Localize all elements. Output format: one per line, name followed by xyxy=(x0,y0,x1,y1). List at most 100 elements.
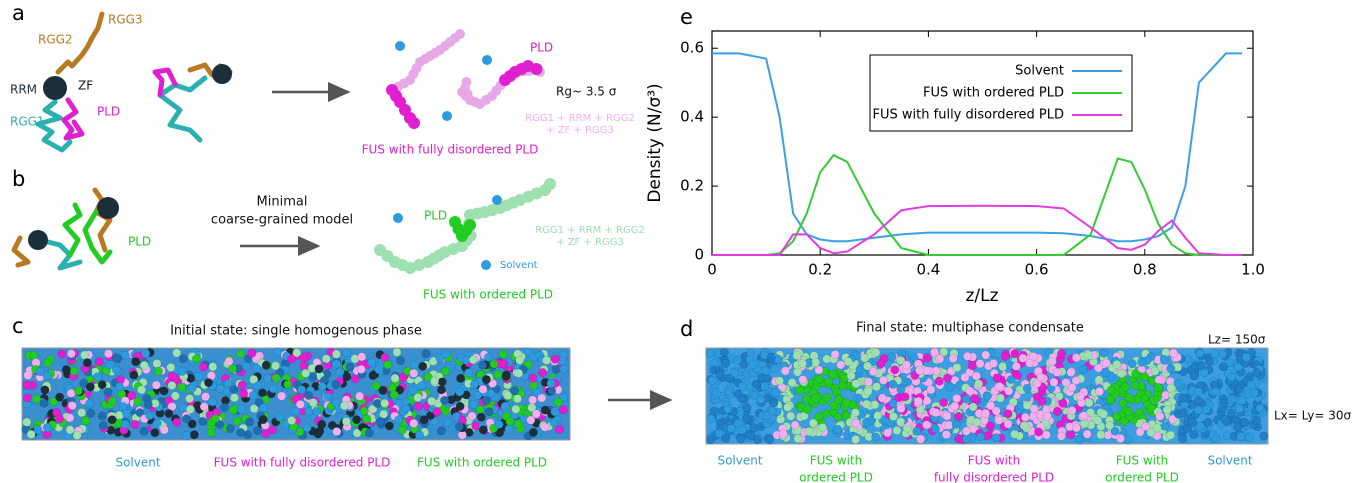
bead xyxy=(499,359,509,369)
bead xyxy=(249,404,259,414)
bead xyxy=(843,357,853,367)
bead xyxy=(780,366,790,376)
bead xyxy=(550,407,560,417)
bead xyxy=(526,415,536,425)
bead xyxy=(1135,427,1145,437)
bead xyxy=(706,435,716,445)
bead xyxy=(297,385,307,395)
bead xyxy=(514,368,524,378)
bead xyxy=(378,385,388,395)
x-tick-label: 0.6 xyxy=(1025,261,1049,279)
series-line xyxy=(712,153,1243,256)
bead xyxy=(1071,423,1081,433)
bead xyxy=(185,394,195,404)
bead xyxy=(798,375,808,385)
bead xyxy=(77,408,87,418)
bead xyxy=(389,390,399,400)
bead xyxy=(814,412,824,422)
bead xyxy=(1018,353,1028,363)
bead xyxy=(804,426,814,436)
bead xyxy=(249,375,259,384)
bead xyxy=(961,394,971,404)
bead xyxy=(705,349,715,359)
bead xyxy=(863,386,873,396)
bead xyxy=(189,430,199,440)
bead xyxy=(1084,350,1094,360)
bead xyxy=(871,348,881,357)
bead xyxy=(715,369,725,379)
bead xyxy=(236,428,246,437)
bead xyxy=(417,381,426,391)
bead xyxy=(120,350,130,360)
bead xyxy=(1058,398,1068,408)
bead xyxy=(86,408,96,418)
bead xyxy=(778,429,788,439)
bead xyxy=(245,417,255,427)
bead xyxy=(208,397,217,407)
bead xyxy=(304,407,314,416)
bead xyxy=(787,378,797,388)
bead xyxy=(342,372,352,382)
bead xyxy=(976,432,986,442)
bead xyxy=(1067,406,1077,416)
bead xyxy=(558,405,568,415)
bead xyxy=(258,415,268,425)
bead xyxy=(236,349,245,359)
label: RGG3 xyxy=(108,13,143,27)
bead xyxy=(733,355,743,365)
bead xyxy=(120,419,130,429)
bead xyxy=(913,396,923,406)
bead xyxy=(69,366,79,376)
bead xyxy=(1057,349,1067,359)
label: FUS with xyxy=(1116,454,1169,468)
bead xyxy=(84,399,94,409)
bead xyxy=(829,400,839,410)
bead xyxy=(224,356,234,366)
bead xyxy=(141,348,151,358)
label: Solvent xyxy=(115,456,160,470)
label: Lz= 150σ xyxy=(1208,333,1266,347)
bead xyxy=(199,402,209,412)
bead xyxy=(151,380,161,390)
bead xyxy=(1003,419,1013,429)
bead xyxy=(1235,404,1245,413)
label: RGG1 xyxy=(10,115,45,129)
bead xyxy=(915,366,925,375)
bead xyxy=(795,385,805,395)
bead xyxy=(1099,348,1109,358)
bead xyxy=(94,357,104,367)
bead xyxy=(968,402,978,412)
bead xyxy=(1190,371,1200,381)
bead xyxy=(484,407,494,417)
bead xyxy=(323,392,333,402)
bead xyxy=(57,349,67,359)
bead xyxy=(850,408,860,418)
bead xyxy=(55,392,65,402)
bead xyxy=(1168,348,1178,358)
bead xyxy=(877,393,887,403)
bead xyxy=(853,393,863,403)
bead xyxy=(1010,349,1020,359)
bead xyxy=(178,403,188,413)
bead xyxy=(901,360,911,370)
bead xyxy=(441,349,451,359)
x-tick-label: 0 xyxy=(707,261,717,279)
bead xyxy=(1101,368,1110,378)
bead xyxy=(452,412,461,422)
bead xyxy=(135,408,145,418)
bead xyxy=(941,430,951,440)
bead xyxy=(950,401,960,411)
bead xyxy=(182,431,191,441)
bead xyxy=(359,406,369,416)
label: Minimal xyxy=(257,195,308,210)
bead xyxy=(501,372,511,382)
bead xyxy=(1025,358,1035,368)
bead xyxy=(427,396,437,406)
bead xyxy=(185,404,195,414)
bead xyxy=(1022,383,1032,393)
bead xyxy=(415,430,424,440)
bead xyxy=(455,401,465,411)
x-tick-label: 0.2 xyxy=(808,261,832,279)
caption: FUS with fully disordered PLD xyxy=(362,143,539,157)
